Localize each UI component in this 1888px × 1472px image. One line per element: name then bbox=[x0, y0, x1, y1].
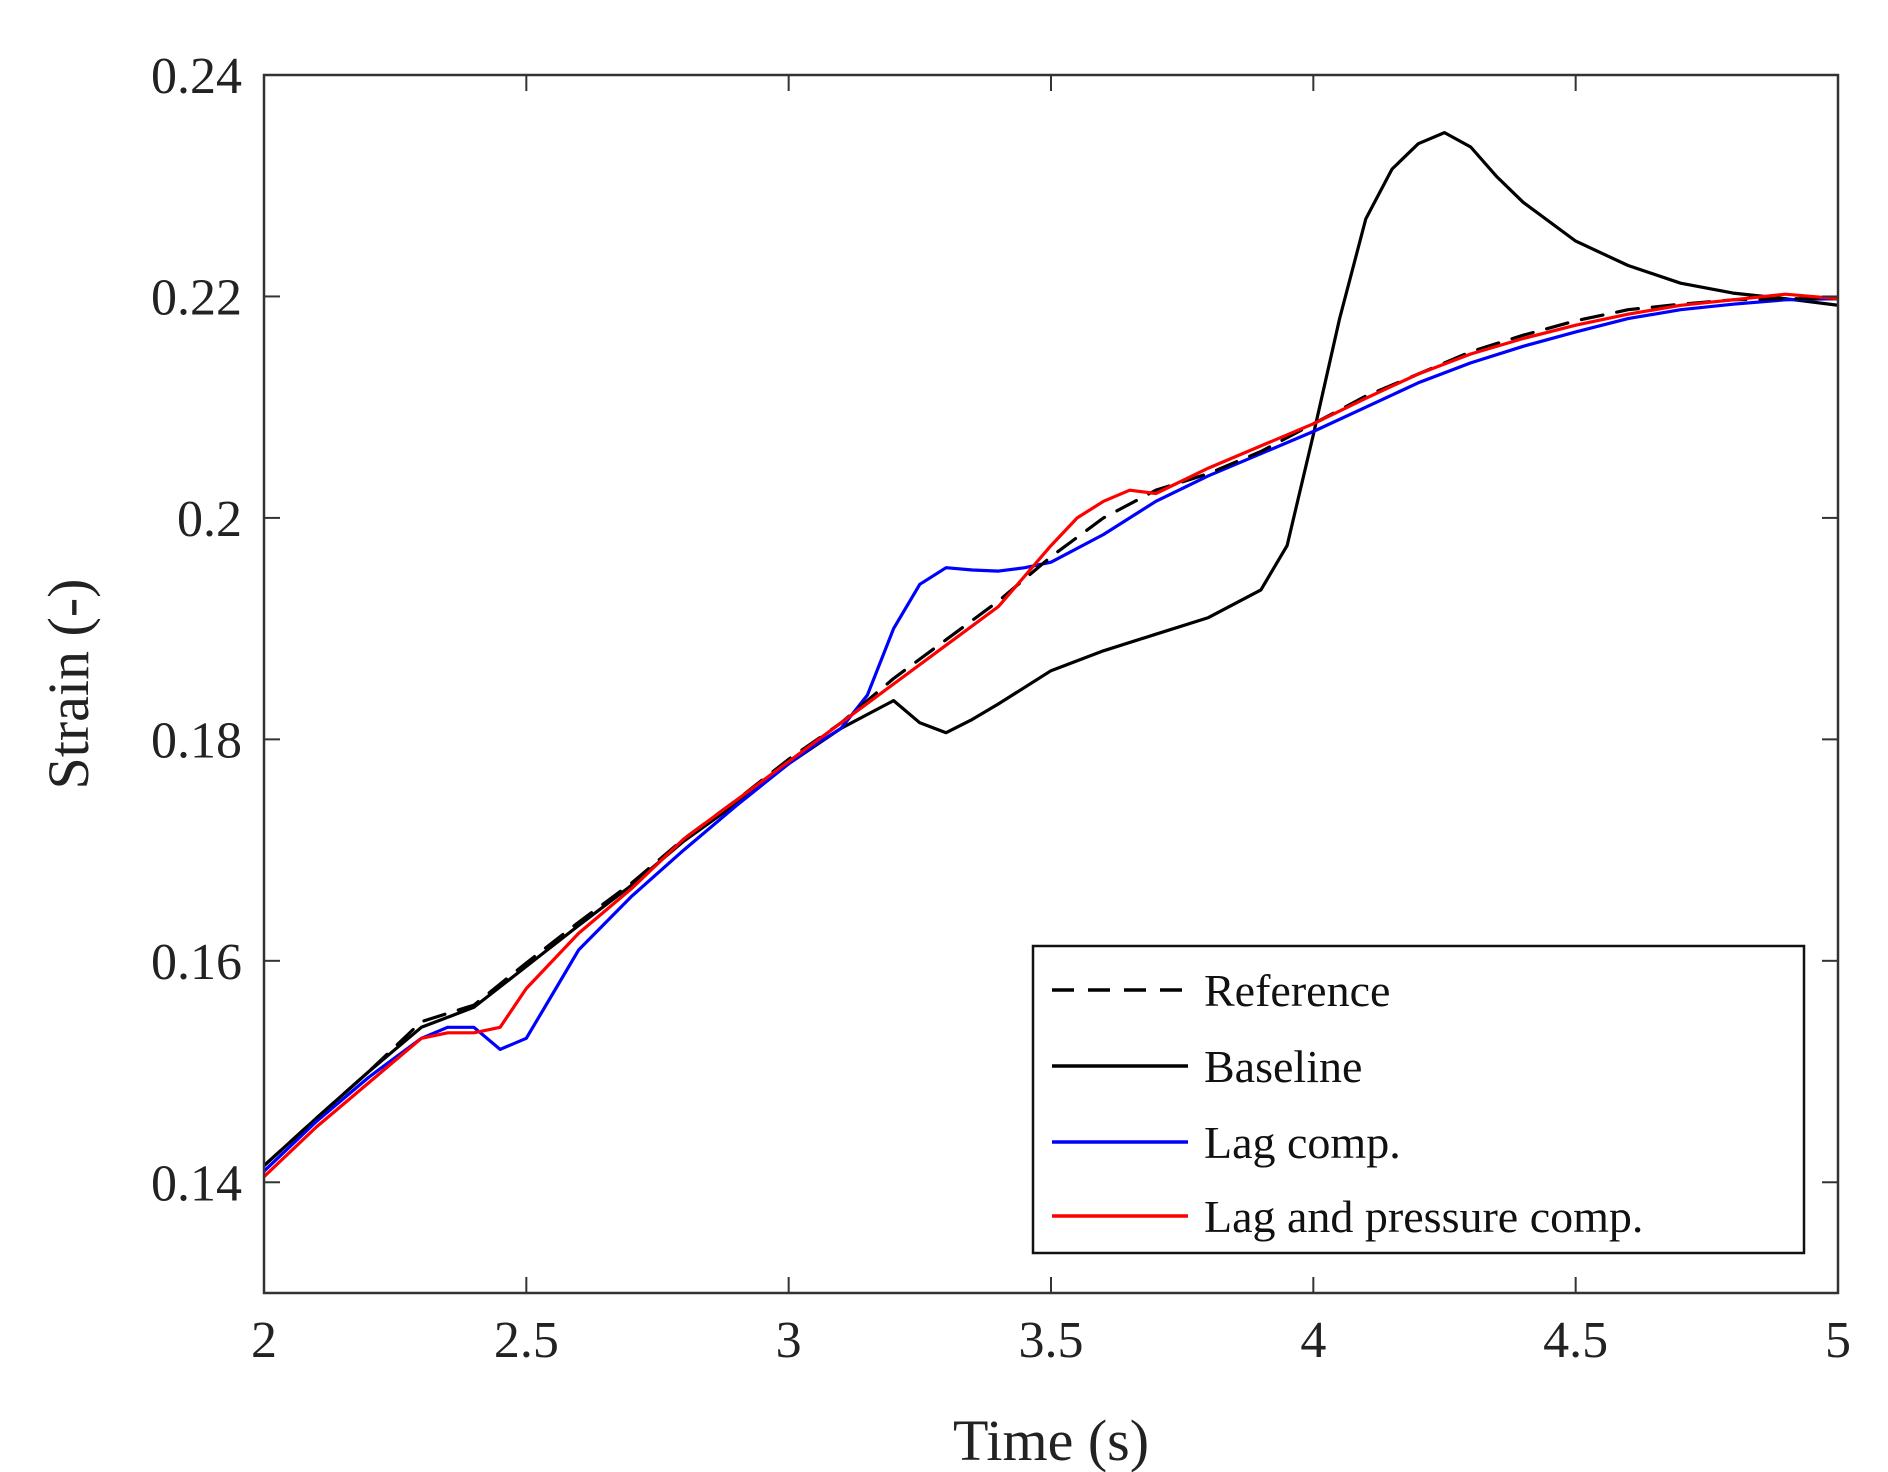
x-tick-label: 2 bbox=[251, 1312, 277, 1369]
y-tick-label: 0.14 bbox=[151, 1155, 242, 1212]
series-line-lag-comp bbox=[264, 297, 1838, 1173]
series-line-lag-and-pressure-comp bbox=[264, 292, 1838, 1179]
y-axis-title: Strain (-) bbox=[36, 579, 101, 790]
x-tick-label: 4 bbox=[1300, 1312, 1326, 1369]
series-line-baseline bbox=[264, 131, 1838, 1168]
y-tick-label: 0.22 bbox=[151, 269, 242, 326]
y-tick-label: 0.24 bbox=[151, 48, 242, 105]
y-tick-label: 0.18 bbox=[151, 712, 242, 769]
legend: Reference Baseline Lag comp. Lag and pressu… bbox=[1031, 944, 1806, 1255]
x-axis-title: Time (s) bbox=[953, 1408, 1149, 1472]
x-tick-label: 3 bbox=[776, 1312, 802, 1369]
series-line-reference bbox=[264, 297, 1838, 1168]
y-tick-label: 0.16 bbox=[151, 934, 242, 991]
series-layer bbox=[264, 131, 1838, 1179]
legend-label: Lag comp. bbox=[1204, 1117, 1401, 1168]
legend-label: Reference bbox=[1204, 965, 1390, 1016]
y-tick-label: 0.2 bbox=[177, 491, 242, 548]
legend-label: Baseline bbox=[1204, 1041, 1362, 1092]
legend-label: Lag and pressure comp. bbox=[1204, 1191, 1643, 1242]
x-tick-label: 2.5 bbox=[494, 1312, 559, 1369]
x-tick-label: 4.5 bbox=[1543, 1312, 1608, 1369]
x-tick-label: 5 bbox=[1825, 1312, 1851, 1369]
legend-box bbox=[1031, 944, 1806, 1255]
ticks-layer bbox=[263, 74, 1839, 1293]
labels-layer: 2 2.5 3 3.5 4 4.5 5 0.14 0.16 0.18 0.2 0.22 0.24 bbox=[151, 48, 1851, 1369]
x-tick-label: 3.5 bbox=[1019, 1312, 1084, 1369]
